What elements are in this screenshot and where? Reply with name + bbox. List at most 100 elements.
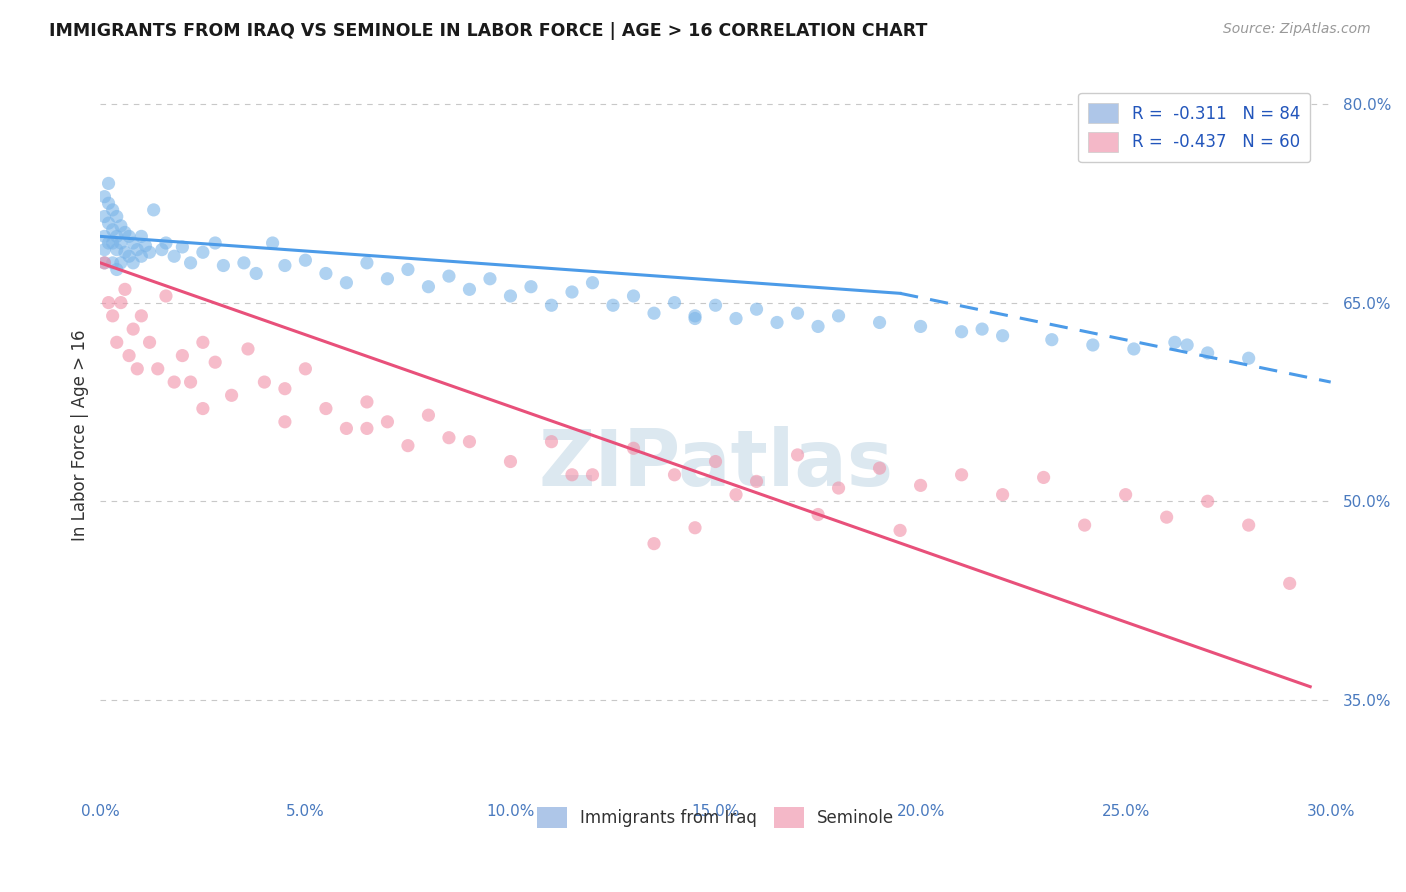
Point (138, 335, 160, 350)
Point (356, 395, 378, 409)
Point (93, 256, 115, 270)
Point (1081, 338, 1104, 352)
Point (97, 235, 120, 250)
Point (131, 249, 153, 263)
Point (1237, 518, 1260, 533)
Point (1040, 333, 1063, 347)
Point (724, 311, 747, 326)
Point (105, 210, 128, 224)
Point (122, 322, 145, 336)
Point (377, 272, 399, 286)
Point (105, 262, 128, 277)
Point (232, 256, 254, 270)
Point (683, 311, 706, 326)
Point (807, 319, 830, 334)
Point (131, 309, 153, 323)
Point (869, 316, 891, 330)
Point (786, 448, 808, 462)
Point (418, 279, 440, 293)
Point (561, 467, 583, 482)
Point (93, 229, 115, 244)
Point (204, 235, 226, 250)
Point (745, 302, 768, 317)
Point (253, 375, 276, 389)
Point (110, 295, 132, 310)
Text: Source: ZipAtlas.com: Source: ZipAtlas.com (1223, 22, 1371, 37)
Point (1278, 576, 1301, 591)
Point (101, 256, 124, 270)
Point (683, 521, 706, 535)
Point (623, 442, 645, 456)
Point (97, 295, 120, 310)
Point (704, 298, 727, 312)
Point (1156, 510, 1178, 524)
Point (172, 240, 194, 254)
Point (1197, 346, 1219, 360)
Point (101, 309, 124, 323)
Point (950, 467, 973, 482)
Point (889, 524, 911, 538)
Point (97, 196, 120, 211)
Point (1122, 342, 1144, 356)
Point (97, 216, 120, 230)
Point (191, 335, 214, 350)
Point (114, 282, 136, 296)
Point (155, 235, 177, 250)
Point (724, 488, 747, 502)
Point (150, 243, 173, 257)
Point (377, 415, 399, 429)
Point (561, 285, 583, 299)
Point (315, 401, 337, 416)
Point (101, 235, 124, 250)
Point (97, 177, 120, 191)
Point (114, 226, 136, 240)
Point (93, 243, 115, 257)
Point (262, 235, 284, 250)
Point (827, 481, 849, 495)
Point (520, 279, 543, 293)
Point (1032, 470, 1054, 484)
Point (766, 316, 789, 330)
Point (122, 235, 145, 250)
Point (623, 289, 645, 303)
Legend: Immigrants from Iraq, Seminole: Immigrants from Iraq, Seminole (530, 801, 901, 834)
Point (191, 401, 214, 416)
Point (910, 478, 932, 492)
Point (910, 319, 932, 334)
Point (1115, 488, 1137, 502)
Point (142, 202, 165, 217)
Point (110, 219, 132, 233)
Point (602, 298, 624, 312)
Point (991, 488, 1014, 502)
Point (127, 243, 149, 257)
Point (274, 415, 297, 429)
Text: IMMIGRANTS FROM IRAQ VS SEMINOLE IN LABOR FORCE | AGE > 16 CORRELATION CHART: IMMIGRANTS FROM IRAQ VS SEMINOLE IN LABO… (49, 22, 928, 40)
Point (101, 202, 124, 217)
Point (458, 282, 481, 296)
Point (991, 328, 1014, 343)
Point (274, 259, 297, 273)
Point (807, 508, 830, 522)
Point (683, 309, 706, 323)
Point (274, 382, 297, 396)
Point (212, 259, 235, 273)
Point (1164, 335, 1187, 350)
Point (180, 375, 202, 389)
Point (396, 439, 419, 453)
Point (827, 309, 849, 323)
Point (437, 269, 460, 284)
Point (134, 238, 156, 252)
Text: ZIPatlas: ZIPatlas (538, 425, 893, 501)
Point (396, 262, 419, 277)
Point (155, 289, 177, 303)
Point (93, 256, 115, 270)
Point (163, 249, 186, 263)
Point (1237, 351, 1260, 366)
Point (172, 349, 194, 363)
Point (221, 388, 243, 402)
Point (950, 325, 973, 339)
Point (1197, 494, 1219, 508)
Point (458, 434, 481, 449)
Point (581, 276, 603, 290)
Point (146, 361, 169, 376)
